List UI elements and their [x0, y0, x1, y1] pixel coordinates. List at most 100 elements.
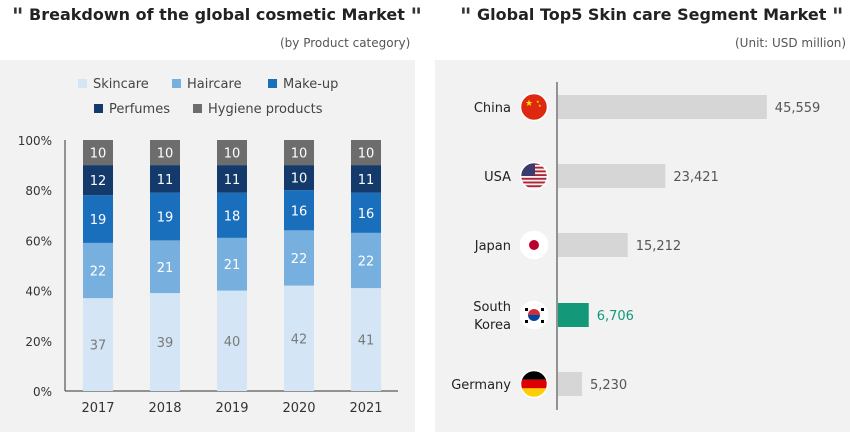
data-label: 11 [157, 173, 174, 188]
right-panel-subtitle: (Unit: USD million) [735, 36, 847, 50]
category-label: Japan [474, 239, 511, 254]
germany-flag-icon [519, 369, 549, 399]
bar-segment [83, 195, 113, 243]
legend-label: Skincare [93, 77, 149, 92]
data-label: 16 [291, 204, 308, 219]
value-label: 6,706 [597, 309, 634, 324]
bar-segment [284, 190, 314, 231]
value-label: 45,559 [775, 101, 821, 116]
bar-segment [351, 232, 381, 289]
x-tick-label: 2019 [215, 401, 248, 416]
category-label: Korea [474, 318, 511, 333]
bar-segment [284, 165, 314, 191]
bar-segment [351, 165, 381, 193]
data-label: 12 [90, 174, 107, 189]
x-tick-label: 2020 [282, 401, 315, 416]
bar [558, 303, 589, 327]
data-label: 10 [291, 172, 308, 187]
bar-segment [351, 140, 381, 166]
stacked-chart-card: Skincare Haircare Make-up Perfumes Hygiene p… [0, 60, 415, 432]
data-label: 22 [358, 254, 375, 269]
bar-segment [150, 140, 180, 166]
data-label: 22 [291, 252, 308, 267]
data-label: 10 [224, 147, 241, 162]
bar [558, 164, 666, 188]
legend-swatch-perfumes [94, 104, 103, 113]
usa-flag-icon [519, 161, 549, 191]
bar-segment [150, 192, 180, 241]
legend-label: Haircare [187, 77, 242, 92]
category-label: China [474, 101, 511, 116]
bar-segment [351, 192, 381, 233]
bar-segment [217, 140, 247, 166]
data-label: 18 [224, 209, 241, 224]
legend-swatch-skincare [78, 79, 87, 88]
y-tick-label: 60% [25, 234, 52, 248]
bar-segment [83, 140, 113, 166]
bar-segment [83, 165, 113, 196]
china-flag-icon: ★ ★★ [519, 92, 549, 122]
bar [558, 95, 767, 119]
x-tick-label: 2018 [148, 401, 181, 416]
data-label: 16 [358, 207, 375, 222]
value-label: 23,421 [673, 170, 719, 185]
south-korea-flag-icon [519, 300, 549, 330]
data-label: 22 [90, 265, 107, 280]
legend-swatch-haircare [172, 79, 181, 88]
data-label: 10 [90, 147, 107, 162]
data-label: 40 [224, 335, 241, 350]
x-tick-label: 2017 [81, 401, 114, 416]
data-label: 41 [358, 334, 375, 349]
svg-text:★: ★ [536, 99, 540, 104]
bar-segment [217, 237, 247, 291]
legend-label: Hygiene products [208, 102, 323, 117]
data-label: 11 [224, 173, 241, 188]
svg-text:★: ★ [525, 99, 533, 109]
y-tick-label: 100% [18, 134, 52, 148]
bar [558, 233, 628, 257]
y-tick-label: 80% [25, 184, 52, 198]
svg-text:★: ★ [538, 103, 542, 108]
legend-label: Perfumes [109, 102, 170, 117]
y-tick-label: 0% [33, 385, 52, 399]
bar-segment [284, 285, 314, 391]
japan-flag-icon [519, 230, 549, 260]
bar-segment [150, 293, 180, 391]
data-label: 19 [90, 213, 107, 228]
bar-segment [83, 298, 113, 391]
data-label: 19 [157, 211, 174, 226]
bar-segment [284, 230, 314, 286]
bar-segment [217, 192, 247, 238]
category-label: Germany [451, 378, 511, 393]
bar-segment [217, 290, 247, 391]
bar-segment [217, 165, 247, 193]
horizontal-chart-card: China ★ ★ ★ 45,559 USA 23,421 Japan 15,212 South K… [435, 60, 850, 432]
data-label: 11 [358, 173, 375, 188]
bar-segment [83, 242, 113, 299]
value-label: 15,212 [636, 239, 682, 254]
data-label: 10 [157, 147, 174, 162]
data-label: 21 [157, 261, 174, 276]
stacked-bar-chart: Skincare Haircare Make-up Perfumes Hygiene p… [18, 77, 398, 416]
data-label: 37 [90, 339, 107, 354]
data-label: 39 [157, 336, 174, 351]
bar-segment [150, 240, 180, 294]
bar-segment [351, 288, 381, 391]
left-panel-title: " Breakdown of the global cosmetic Marke… [12, 4, 422, 30]
bar [558, 372, 582, 396]
y-tick-label: 20% [25, 335, 52, 349]
y-tick-label: 40% [25, 285, 52, 299]
right-panel-title: " Global Top5 Skin care Segment Market " [460, 4, 844, 30]
legend-swatch-make-up [268, 79, 277, 88]
legend-swatch-hygiene-products [193, 104, 202, 113]
category-label: South [473, 300, 511, 315]
bar-segment [150, 165, 180, 193]
data-label: 42 [291, 332, 308, 347]
data-label: 10 [358, 147, 375, 162]
category-label: USA [484, 170, 511, 185]
x-tick-label: 2021 [349, 401, 382, 416]
data-label: 21 [224, 258, 241, 273]
legend-label: Make-up [283, 77, 338, 92]
bar-segment [284, 140, 314, 166]
